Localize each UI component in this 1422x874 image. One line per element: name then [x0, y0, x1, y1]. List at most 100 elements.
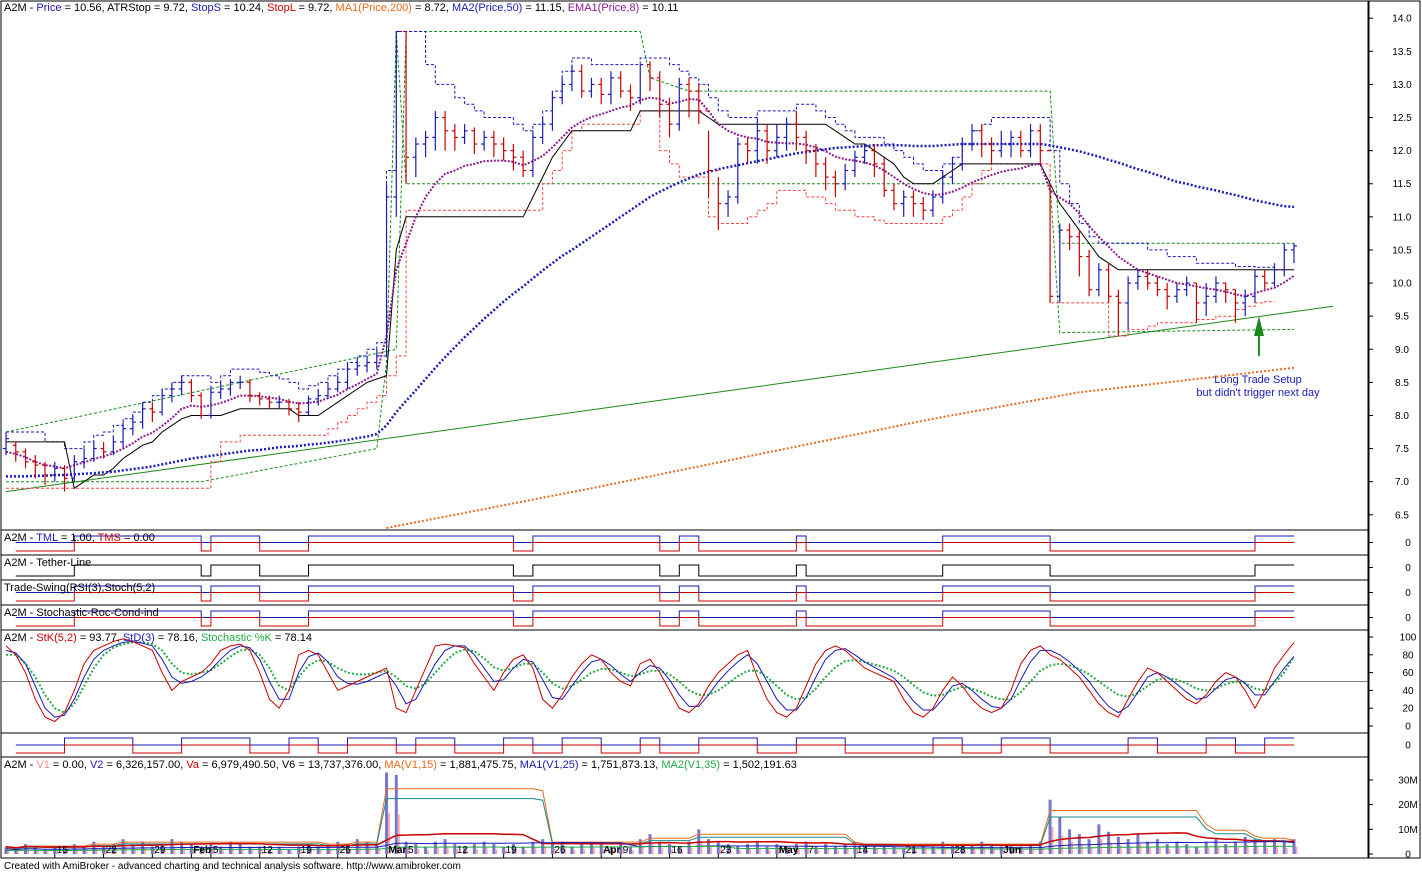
volume-bar-v1	[183, 847, 186, 854]
volume-bar-v1	[280, 850, 283, 854]
volume-bar	[394, 774, 398, 854]
ma200-line	[386, 366, 1295, 529]
volume-bar	[492, 844, 496, 854]
setup-arrow-head	[1253, 316, 1264, 337]
volume-bar-v1	[1285, 847, 1288, 854]
volume-bar	[687, 841, 691, 854]
x-tick-label: 9	[623, 845, 629, 856]
x-tick-label: 16	[672, 845, 684, 856]
volume-bar	[511, 844, 515, 854]
volume-bar-v1	[1158, 846, 1161, 854]
volume-bar	[1165, 844, 1169, 854]
legend-value: = 78.14	[271, 632, 312, 644]
volume-bar-v1	[993, 849, 996, 854]
legend-value: = 1,502,191.63	[720, 759, 797, 771]
volume-bar	[1019, 846, 1023, 854]
legend-label: A2M	[4, 759, 27, 771]
volume-bar-v1	[163, 849, 166, 854]
legend-separator: ,	[275, 759, 282, 771]
stoch-sub-red-line	[15, 744, 1294, 754]
volume-bar-v1	[905, 851, 908, 854]
x-tick-label: May	[779, 845, 799, 856]
volume-bar-v1	[592, 847, 595, 854]
volume-bar	[628, 846, 632, 854]
volume-bar-v1	[631, 850, 634, 854]
legend-value: = 10.56	[61, 2, 102, 14]
stopl-line	[6, 110, 1275, 489]
volume-bar	[1224, 844, 1228, 854]
legend-separator: ,	[184, 2, 191, 14]
legend-label: V6	[281, 759, 296, 771]
legend-value: = 8.72	[411, 2, 446, 14]
x-tick-label: 15	[57, 845, 69, 856]
legend-label: MA(V1,15)	[384, 759, 437, 771]
volume-bar-v1	[290, 851, 293, 854]
volume-bar	[785, 846, 789, 854]
volume-tick-label: 20M	[1398, 800, 1417, 811]
volume-bar-v1	[417, 849, 420, 854]
volume-bar-v1	[202, 850, 205, 854]
volume-bar-v1	[36, 850, 39, 854]
legend-value: = 78.16	[154, 632, 195, 644]
volume-bar	[892, 846, 896, 854]
legend-value: = 1.00	[57, 532, 92, 544]
price-tick-label: 13.0	[1392, 80, 1412, 91]
volume-bar-v1	[983, 847, 986, 854]
legend-label: Va	[186, 759, 199, 771]
legend-separator: -	[26, 2, 37, 14]
volume-bar-v1	[1012, 849, 1015, 854]
volume-bar-v1	[329, 849, 332, 854]
volume-bar	[677, 846, 681, 854]
price-tick-label: 14.0	[1392, 14, 1412, 25]
volume-bar-v1	[875, 849, 878, 854]
tradeswing-axis-label: 0	[1405, 588, 1411, 599]
x-tick-label: 19	[301, 845, 313, 856]
volume-bar-v1	[934, 850, 937, 854]
tether-legend: A2M - Tether-Line	[4, 557, 91, 569]
volume-bar-v1	[846, 849, 849, 854]
volume-bar-v1	[212, 849, 215, 854]
volume-bar	[550, 844, 554, 854]
volume-bar	[1136, 834, 1140, 854]
legend-label: StD(3)	[122, 632, 155, 644]
volume-bar	[668, 844, 672, 854]
volume-bar-v1	[1256, 846, 1259, 854]
volume-bar	[453, 844, 457, 854]
legend-separator: ,	[101, 2, 108, 14]
volume-bar	[775, 844, 779, 854]
volume-bar	[463, 846, 467, 854]
legend-separator: ,	[83, 759, 90, 771]
volume-bar-v1	[1080, 844, 1083, 854]
stoch-sub-blue-line	[15, 737, 1294, 746]
price-tick-label: 9.5	[1395, 312, 1409, 323]
volume-bar	[150, 846, 154, 854]
volume-bar-v1	[319, 850, 322, 854]
volume-bar-v1	[1197, 850, 1200, 854]
volume-bar-v1	[1295, 846, 1298, 854]
volume-bar-v1	[349, 849, 352, 854]
legend-separator: ,	[116, 632, 123, 644]
legend-separator: ,	[445, 2, 453, 14]
volume-bar	[482, 841, 486, 854]
volume-bar-v1	[27, 849, 30, 854]
volume-bar	[277, 846, 281, 854]
x-tick-label: 28	[954, 845, 966, 856]
tradeswing-short-line	[15, 592, 1294, 602]
volume-bar-v1	[7, 850, 10, 854]
price-tick-label: 10.5	[1392, 245, 1412, 256]
volume-bar-v1	[1032, 849, 1035, 854]
volume-bar-v1	[1178, 847, 1181, 854]
volume-bar	[316, 846, 320, 854]
legend-separator: ,	[180, 759, 187, 771]
legend-label: StK(5,2)	[36, 632, 77, 644]
volume-bar	[1107, 831, 1111, 854]
legend-label: V2	[89, 759, 104, 771]
volume-bar	[414, 844, 418, 854]
volume-bar-v1	[563, 847, 566, 854]
tether-axis-label: 0	[1405, 563, 1411, 574]
volume-bar	[1204, 841, 1208, 854]
volume-bar-v1	[222, 850, 225, 854]
legend-value: = 11.15	[522, 2, 562, 14]
volume-bar-v1	[895, 850, 898, 854]
x-tick-label: 12	[457, 845, 469, 856]
